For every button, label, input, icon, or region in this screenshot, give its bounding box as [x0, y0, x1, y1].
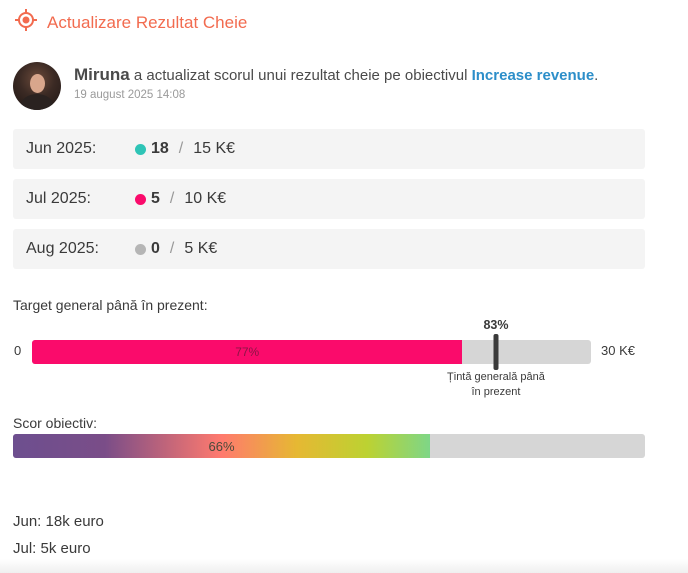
month-label: Aug 2025: — [26, 240, 99, 257]
target-marker — [493, 334, 499, 370]
activity-entry: Miruna a actualizat scorul unui rezultat… — [13, 62, 598, 110]
separator: / — [169, 240, 175, 257]
target-marker-caption: Țintă generală până în prezent — [447, 371, 545, 398]
achieved-value: 5 — [151, 190, 160, 207]
unit: K€ — [197, 240, 218, 257]
month-values: 5 / 10 K€ — [135, 190, 226, 208]
objective-link[interactable]: Increase revenue — [471, 67, 595, 84]
month-row: Jul 2025: 5 / 10 K€ — [13, 179, 645, 219]
target-min-label: 0 — [14, 343, 22, 358]
objective-score-bar: 66% — [13, 434, 645, 458]
target-value: 5 — [184, 240, 194, 257]
month-row: Jun 2025: 18 / 15 K€ — [13, 129, 645, 169]
objective-score-value: 66% — [208, 438, 235, 454]
timestamp: 19 august 2025 14:08 — [74, 89, 186, 101]
separator: / — [178, 140, 184, 157]
header: Actualizare Rezultat Cheie — [14, 8, 247, 37]
status-dot — [135, 243, 146, 255]
sentence-end: . — [594, 67, 599, 84]
note-line: Jul: 5k euro — [13, 540, 91, 557]
bottom-fade — [0, 559, 688, 573]
month-label: Jun 2025: — [26, 140, 97, 157]
overall-progress-label: 77% — [235, 345, 260, 359]
unit: K€ — [215, 140, 236, 157]
target-max-label: 30 K€ — [601, 343, 635, 358]
target-marker-label: 83% — [483, 318, 509, 332]
achieved-value: 18 — [151, 140, 169, 157]
avatar[interactable] — [13, 62, 61, 110]
overall-target-bar: 77% — [32, 340, 591, 364]
month-label: Jul 2025: — [26, 190, 91, 207]
page-title: Actualizare Rezultat Cheie — [47, 12, 248, 32]
activity-message: Miruna a actualizat scorul unui rezultat… — [74, 65, 598, 85]
month-values: 18 / 15 K€ — [135, 140, 235, 158]
overall-target-label: Target general până în prezent: — [13, 297, 208, 313]
status-dot — [135, 143, 146, 155]
separator: / — [169, 190, 175, 207]
unit: K€ — [206, 190, 227, 207]
month-values: 0 / 5 K€ — [135, 240, 217, 258]
activity-text: Miruna a actualizat scorul unui rezultat… — [74, 62, 598, 110]
overall-target-fill: 77% — [32, 340, 463, 364]
target-value: 15 — [193, 140, 212, 157]
status-dot — [135, 193, 146, 205]
target-icon — [14, 8, 38, 37]
action-text: a actualizat scorul unui rezultat cheie … — [129, 67, 472, 84]
note-line: Jun: 18k euro — [13, 513, 104, 530]
month-row: Aug 2025: 0 / 5 K€ — [13, 229, 645, 269]
user-name[interactable]: Miruna — [74, 65, 130, 84]
target-value: 10 — [184, 190, 203, 207]
achieved-value: 0 — [151, 240, 160, 257]
objective-score-label: Scor obiectiv: — [13, 415, 98, 431]
objective-score-fill: 66% — [13, 434, 431, 458]
